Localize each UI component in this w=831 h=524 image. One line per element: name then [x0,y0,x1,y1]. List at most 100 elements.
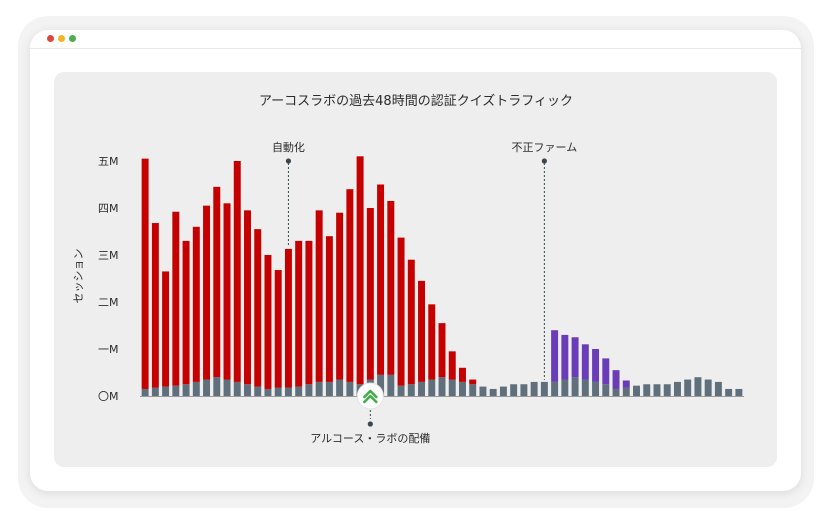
bar-segment-1 [366,208,374,380]
bar-segment-2 [602,358,610,385]
bar-segment-1 [192,226,200,382]
close-dot-icon[interactable] [47,35,54,42]
bar-segment-1 [438,323,446,378]
bar-segment-2 [592,349,600,382]
minimize-dot-icon[interactable] [58,35,65,42]
bar-segment-0 [663,384,671,396]
bar-segment-1 [469,379,477,385]
bar-segment-1 [397,237,405,386]
arkose-logo-icon [363,389,378,404]
y-tick-label: 四M [98,202,119,215]
bar-segment-0 [551,381,559,396]
bar-segment-1 [448,351,456,380]
bar-segment-0 [223,379,231,396]
bar-segment-1 [182,240,190,385]
bar-segment-1 [356,156,364,385]
annotation-label: 自動化 [272,140,305,154]
bar-segment-1 [162,271,170,387]
bar-segment-2 [581,344,589,380]
bar-segment-1 [428,304,436,380]
bar-segment-1 [264,255,272,389]
y-axis-ticks: 〇M 一M 二M 三M 四M 五M [98,155,119,403]
bar-segment-1 [254,229,262,387]
bar-segment-0 [182,384,190,396]
bar-segment-0 [418,381,426,396]
bar-segment-0 [735,388,743,396]
y-tick-label: 五M [98,155,119,168]
bar-segment-0 [407,384,415,396]
bar-segment-0 [622,387,630,396]
bar-segment-0 [295,386,303,396]
bar-segment-0 [244,384,251,396]
bar-segment-0 [377,374,385,396]
bar-segment-1 [336,212,344,380]
bar-segment-2 [622,380,630,388]
bar-segment-1 [418,280,426,382]
bar-segment-0 [643,384,651,396]
annotation-dot [541,158,547,164]
annotation-dot [367,421,373,427]
bar-segment-0 [653,384,661,396]
bar-segment-0 [510,384,518,396]
bar-segment-1 [151,223,159,388]
browser-window: アーコスラボの過去48時間の認証クイズトラフィック セッション 〇M 一M 二M 三M… [30,30,801,491]
y-tick-label: 〇M [98,390,119,403]
bar-segment-0 [172,385,180,396]
bar-segment-0 [192,381,200,396]
bar-segment-0 [305,384,313,396]
bar-segment-0 [336,379,344,396]
bar-segment-0 [633,385,640,396]
bar-segment-1 [325,236,333,382]
bar-segment-0 [561,379,569,396]
bar-segment-0 [673,381,681,396]
bar-segment-0 [479,386,487,396]
bar-segment-0 [141,388,149,396]
bar-segment-1 [223,203,231,380]
bar-segment-1 [377,184,385,375]
bar-segment-0 [151,387,159,396]
bar-segment-0 [162,386,170,396]
bar-segment-1 [407,259,415,385]
bar-segment-0 [725,388,733,396]
bar-segment-1 [244,210,251,385]
bar-segment-0 [602,384,610,396]
bar-segment-0 [387,374,395,396]
annotation-label: アルコース・ラボの配備 [310,432,430,445]
bar-segment-1 [274,270,282,388]
bar-segment-1 [346,189,354,382]
bar-segment-0 [346,381,354,396]
bar-segment-0 [203,379,211,396]
bar-segment-0 [571,377,579,396]
bar-segment-0 [264,388,272,396]
bar-segment-0 [704,379,712,396]
bar-segment-1 [305,240,313,385]
bar-segment-1 [315,210,323,382]
bar-segment-1 [203,205,211,380]
maximize-dot-icon[interactable] [69,35,76,42]
traffic-chart: アーコスラボの過去48時間の認証クイズトラフィック セッション 〇M 一M 二M 三M… [72,93,744,445]
y-axis-label: セッション [72,249,85,304]
bar-segment-0 [520,384,528,396]
bar-segment-1 [295,240,303,387]
bar-segment-1 [172,211,180,386]
bar-segment-0 [448,379,456,396]
annotation-dot [285,158,292,164]
bar-segment-0 [254,386,262,396]
bar-segment-0 [284,387,292,396]
bar-segment-2 [561,334,569,380]
bar-segment-2 [571,337,579,378]
chart-title: アーコスラボの過去48時間の認証クイズトラフィック [259,93,573,109]
bar-segment-0 [612,388,620,396]
bar-segment-1 [213,186,221,378]
bar-segment-1 [284,248,292,388]
bar-segment-1 [458,367,466,382]
bar-segment-0 [438,377,446,396]
bar-segment-0 [592,381,600,396]
bar-segment-0 [315,381,323,396]
bar-segment-0 [694,377,702,396]
bar-segment-0 [714,381,722,396]
bar-segment-0 [458,381,466,396]
bar-segment-0 [397,385,405,396]
bar-segment-0 [428,379,436,396]
bars [141,156,743,396]
